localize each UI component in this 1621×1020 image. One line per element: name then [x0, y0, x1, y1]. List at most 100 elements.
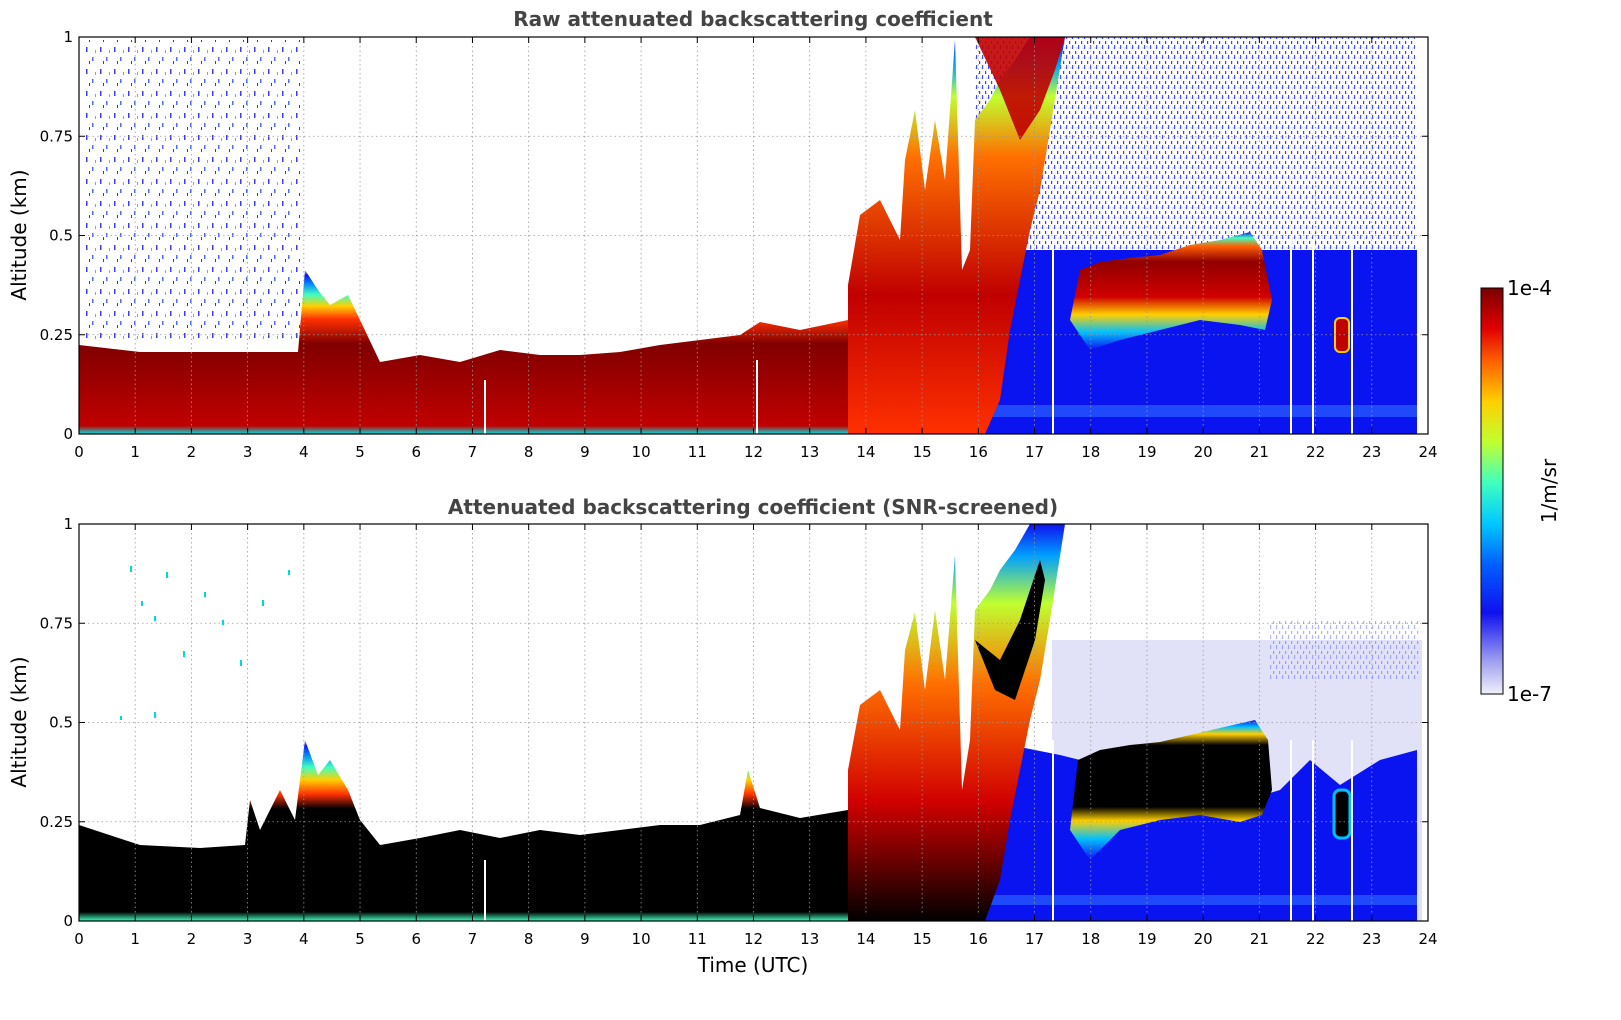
y-tick-label: 0	[63, 425, 73, 443]
low-signal-band	[985, 895, 1417, 905]
elevated-layer	[1070, 720, 1272, 860]
data-gap	[1052, 740, 1054, 921]
x-tick-label: 0	[74, 443, 84, 461]
panel2-y-axis-label: Altitude (km)	[7, 656, 31, 787]
y-tick-label: 1	[63, 28, 73, 46]
noise-region	[85, 40, 300, 340]
y-tick-label: 0.5	[49, 227, 73, 245]
boundary-layer-band	[79, 740, 848, 921]
x-tick-label: 19	[1137, 930, 1156, 948]
x-tick-label: 10	[632, 443, 651, 461]
x-tick-label: 5	[355, 930, 365, 948]
x-tick-label: 19	[1137, 443, 1156, 461]
x-tick-label: 24	[1418, 930, 1437, 948]
panel2-y-ticks: 0 0.25 0.5 0.75 1	[40, 515, 1428, 930]
x-tick-label: 10	[632, 930, 651, 948]
y-tick-label: 1	[63, 515, 73, 533]
low-signal-band	[985, 405, 1417, 417]
x-tick-label: 9	[580, 443, 590, 461]
data-gap	[1351, 740, 1353, 921]
boundary-layer-band	[79, 270, 848, 434]
saturated-core	[975, 560, 1045, 700]
x-tick-label: 1	[130, 930, 140, 948]
x-tick-label: 14	[856, 930, 875, 948]
panel-raw: Raw attenuated backscattering coefficien…	[7, 7, 1438, 461]
data-gap	[1312, 240, 1314, 434]
panel-snr-screened: Attenuated backscattering coefficient (S…	[7, 495, 1438, 977]
x-tick-label: 20	[1194, 443, 1213, 461]
x-tick-label: 24	[1418, 443, 1437, 461]
x-tick-label: 23	[1362, 930, 1381, 948]
x-tick-label: 1	[130, 443, 140, 461]
x-tick-label: 5	[355, 443, 365, 461]
y-tick-label: 0.5	[49, 714, 73, 732]
colorbar: 1e-4 1e-7 1/m/sr	[1480, 276, 1561, 706]
x-tick-label: 6	[411, 930, 421, 948]
x-tick-label: 11	[688, 443, 707, 461]
y-tick-label: 0.75	[40, 127, 73, 145]
x-tick-label: 17	[1025, 930, 1044, 948]
x-tick-label: 3	[243, 930, 253, 948]
x-tick-label: 15	[913, 443, 932, 461]
x-tick-label: 0	[74, 930, 84, 948]
small-feature	[1332, 788, 1352, 840]
x-tick-label: 13	[800, 930, 819, 948]
x-tick-label: 22	[1306, 930, 1325, 948]
speckles	[120, 566, 290, 720]
x-tick-label: 3	[243, 443, 253, 461]
x-tick-label: 6	[411, 443, 421, 461]
colorbar-unit-label: 1/m/sr	[1537, 458, 1561, 523]
convective-core	[975, 37, 1065, 140]
x-tick-label: 8	[524, 443, 534, 461]
colorbar-min-label: 1e-7	[1507, 682, 1552, 706]
data-gap	[1052, 240, 1054, 434]
x-tick-label: 13	[800, 443, 819, 461]
x-tick-label: 2	[187, 443, 197, 461]
panel1-y-axis-label: Altitude (km)	[7, 169, 31, 300]
data-gap	[484, 860, 486, 921]
x-tick-label: 12	[744, 930, 763, 948]
x-tick-label: 7	[468, 930, 478, 948]
x-tick-label: 4	[299, 443, 309, 461]
x-tick-label: 15	[913, 930, 932, 948]
data-gap	[1290, 740, 1292, 921]
x-tick-label: 14	[856, 443, 875, 461]
y-tick-label: 0.25	[40, 326, 73, 344]
data-gap	[1351, 240, 1353, 434]
x-tick-label: 8	[524, 930, 534, 948]
data-gap	[484, 380, 486, 434]
x-tick-label: 21	[1250, 930, 1269, 948]
x-tick-label: 18	[1081, 930, 1100, 948]
panel2-title: Attenuated backscattering coefficient (S…	[448, 495, 1058, 519]
x-tick-label: 21	[1250, 443, 1269, 461]
panel1-y-ticks: 0 0.25 0.5 0.75 1	[40, 28, 1428, 443]
data-gap	[1312, 740, 1314, 921]
x-tick-label: 16	[969, 930, 988, 948]
panel1-grid	[79, 37, 1428, 434]
colorbar-gradient	[1480, 287, 1504, 695]
x-tick-label: 11	[688, 930, 707, 948]
colorbar-max-label: 1e-4	[1507, 276, 1552, 300]
x-tick-label: 22	[1306, 443, 1325, 461]
x-tick-label: 2	[187, 930, 197, 948]
x-tick-label: 17	[1025, 443, 1044, 461]
y-tick-label: 0.75	[40, 614, 73, 632]
x-axis-label: Time (UTC)	[697, 953, 809, 977]
faint-noise-region	[1270, 620, 1420, 680]
panel2-grid	[79, 524, 1428, 921]
elevated-layer	[1070, 232, 1272, 350]
panel1-title: Raw attenuated backscattering coefficien…	[513, 7, 993, 31]
x-tick-label: 7	[468, 443, 478, 461]
y-tick-label: 0.25	[40, 813, 73, 831]
x-tick-label: 23	[1362, 443, 1381, 461]
x-tick-label: 20	[1194, 930, 1213, 948]
x-tick-label: 9	[580, 930, 590, 948]
x-tick-label: 16	[969, 443, 988, 461]
panel2-x-ticks: 0 1 2 3 4 5 6 7 8 9 10 11 12 13 14 15 16 17 18 19 20 21 22 23 24	[74, 524, 1438, 948]
data-gap	[756, 360, 758, 434]
x-tick-label: 4	[299, 930, 309, 948]
small-feature	[1334, 317, 1350, 353]
x-tick-label: 18	[1081, 443, 1100, 461]
x-tick-label: 12	[744, 443, 763, 461]
